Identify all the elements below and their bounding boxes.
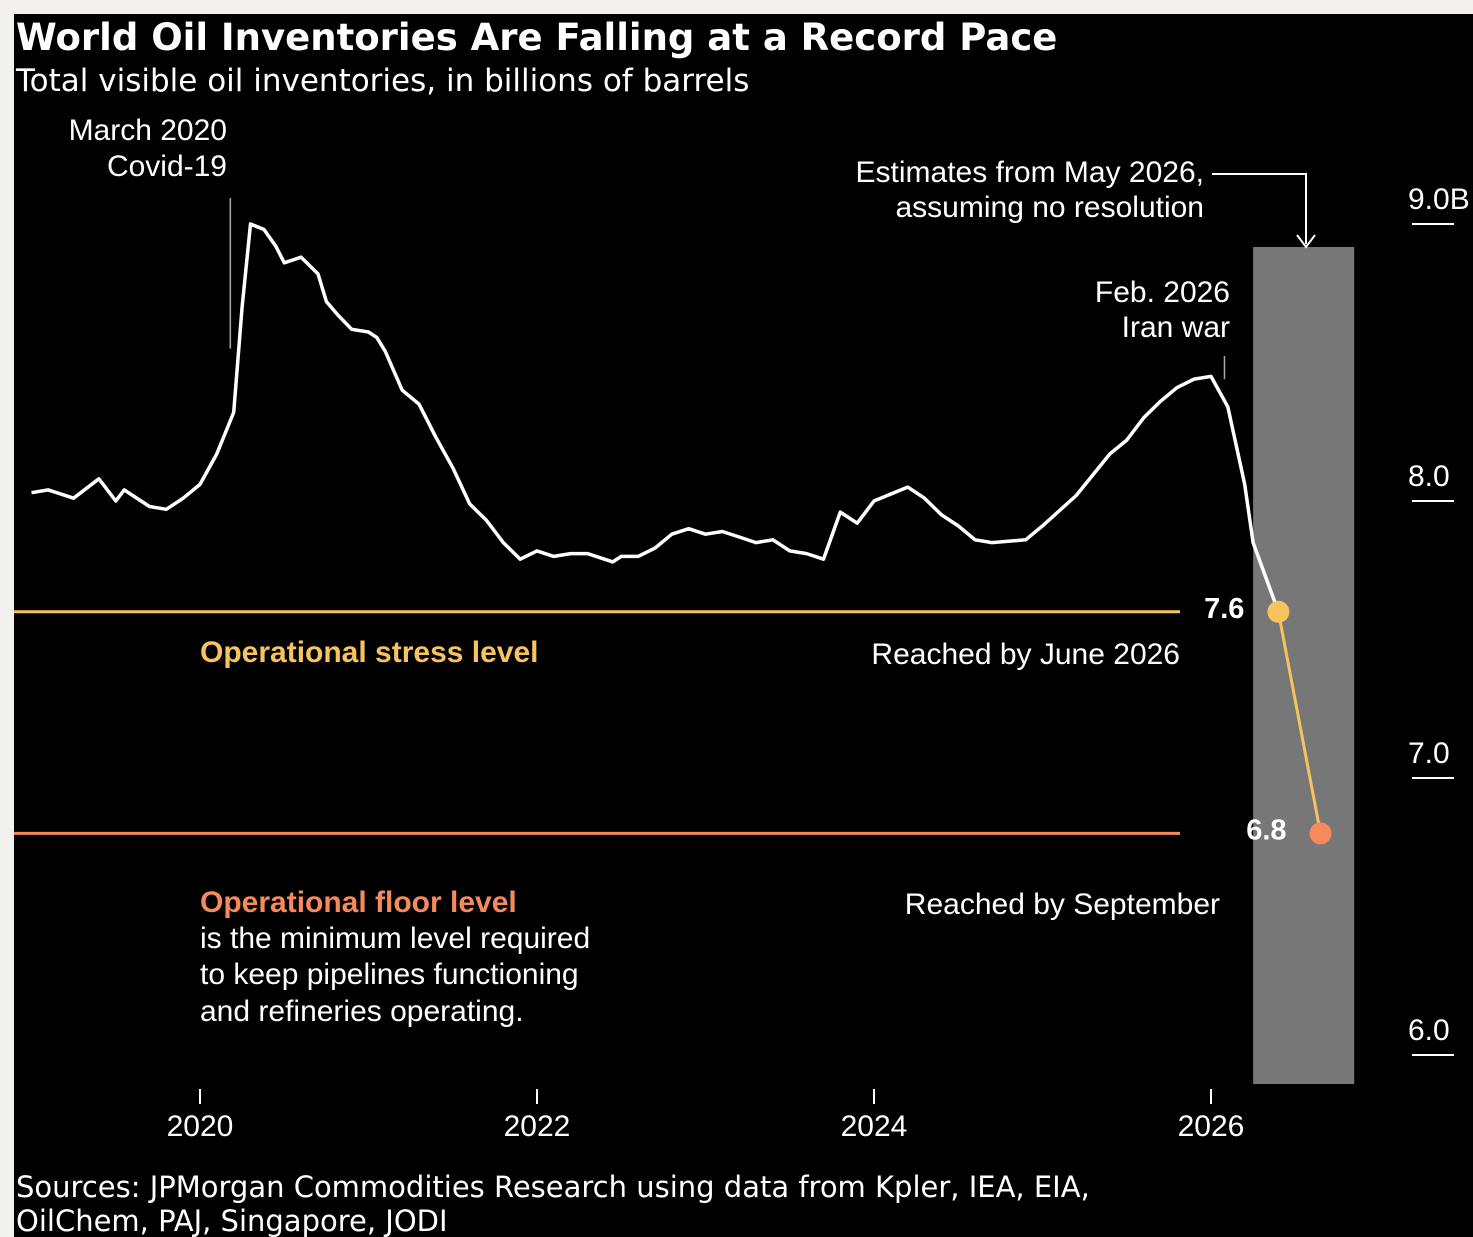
x-tick-label: 2026 [1178,1110,1245,1143]
chart: World Oil Inventories Are Falling at a R… [14,16,1470,1237]
x-tick-label: 2020 [167,1110,234,1143]
floor-level-note: Reached by September [905,888,1220,921]
floor-description-line3: and refineries operating. [200,995,524,1028]
inventory-series-line [31,222,1281,613]
x-tick-label: 2022 [504,1110,571,1143]
iran-annotation-line1: Feb. 2026 [1095,276,1230,309]
source-line1: Sources: JPMorgan Commodities Research u… [16,1170,1090,1204]
chart-subtitle: Total visible oil inventories, in billio… [15,63,749,99]
source-line2: OilChem, PAJ, Singapore, JODI [16,1204,448,1237]
estimate-annotation-line2: assuming no resolution [895,191,1204,224]
iran-annotation-line2: Iran war [1122,311,1230,344]
chart-frame: World Oil Inventories Are Falling at a R… [14,14,1473,1237]
estimate-annotation-connector [1212,173,1307,244]
covid-annotation-line2: Covid-19 [107,150,227,183]
covid-annotation-line1: March 2020 [69,114,227,147]
estimate-band [1253,247,1355,1084]
floor-description-line1: is the minimum level required [200,922,590,955]
estimate-point [1267,600,1290,623]
chart-title: World Oil Inventories Are Falling at a R… [16,16,1057,59]
estimate-point-label: 7.6 [1204,593,1244,625]
estimate-series-line [1276,611,1322,834]
y-tick-label: 9.0B [1408,183,1470,216]
estimate-arrow-icon [1296,234,1316,249]
y-tick-label: 6.0 [1408,1014,1450,1047]
estimate-point [1309,822,1332,845]
floor-description-line2: to keep pipelines functioning [200,958,579,991]
x-tick-label: 2024 [841,1110,908,1143]
estimate-annotation-line1: Estimates from May 2026, [856,156,1204,189]
floor-level-label: Operational floor level [200,886,517,919]
y-tick-label: 8.0 [1408,460,1450,493]
y-tick-label: 7.0 [1408,737,1450,770]
stress-level-label: Operational stress level [200,636,539,669]
estimate-point-label: 6.8 [1246,814,1286,846]
stress-level-note: Reached by June 2026 [871,638,1180,671]
